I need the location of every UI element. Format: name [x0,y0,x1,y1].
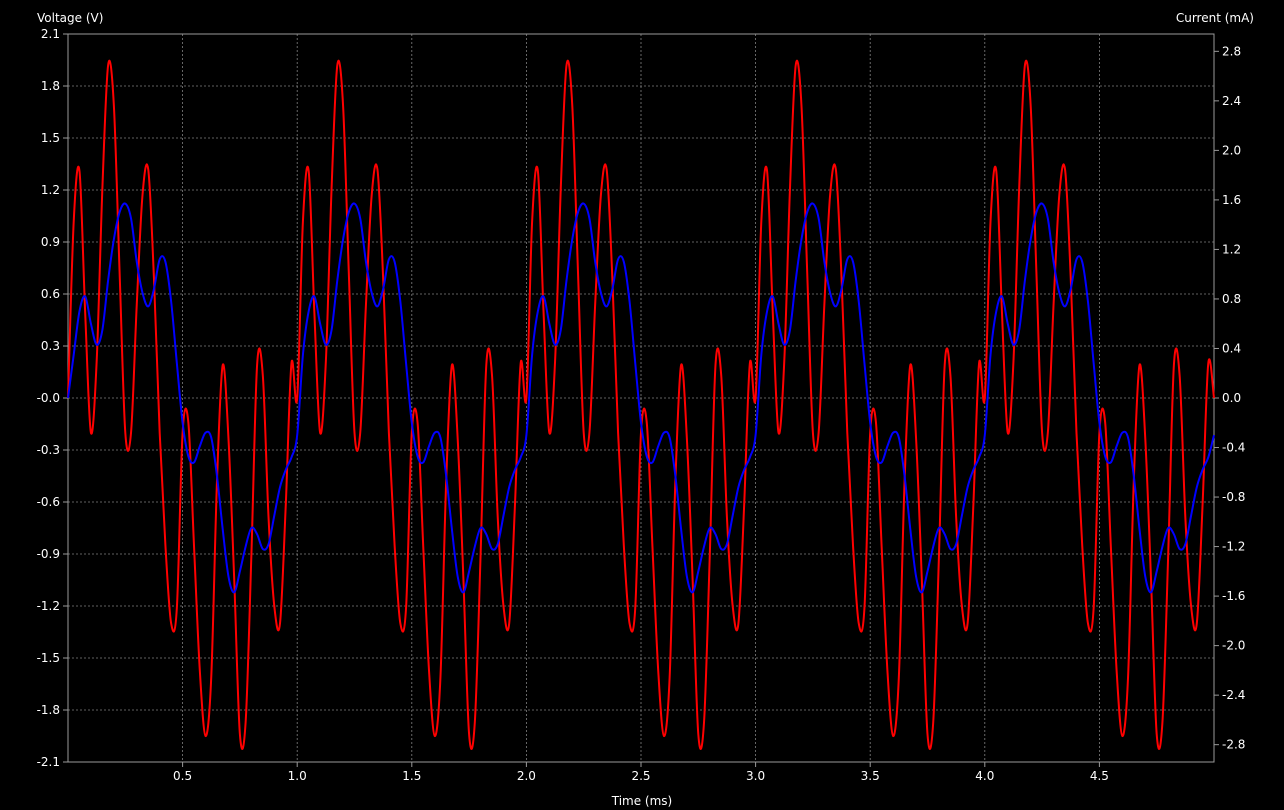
y-right-tick-label: -2.8 [1222,738,1245,752]
x-tick-label: 4.0 [975,769,994,783]
y-axis-right-title: Current (mA) [1176,11,1254,25]
x-tick-label: 4.5 [1090,769,1109,783]
y-right-tick-label: 0.4 [1222,341,1241,355]
y-left-tick-label: 0.6 [41,287,60,301]
y-right-tick-label: 1.2 [1222,242,1241,256]
y-right-tick-label: 2.8 [1222,44,1241,58]
y-left-tick-label: 0.9 [41,235,60,249]
y-right-tick-label: -2.4 [1222,688,1245,702]
trace-current-line [67,202,1215,594]
y-right-tick-label: -1.2 [1222,540,1245,554]
y-left-tick-label: 0.3 [41,339,60,353]
y-right-tick-label: -2.0 [1222,639,1245,653]
y-right-tick-label: -0.8 [1222,490,1245,504]
x-axis: 0.5 1.0 1.5 2.0 2.5 3.0 3.5 4.0 4.5 [173,762,1109,783]
trace-voltage-line [67,59,1215,750]
x-tick-label: 0.5 [173,769,192,783]
y-right-tick-label: -1.6 [1222,589,1245,603]
x-axis-title: Time (ms) [611,794,673,808]
y-left-tick-label: 1.5 [41,131,60,145]
y-left-tick-label: -1.8 [37,703,60,717]
y-left-tick-label: -1.5 [37,651,60,665]
y-axis-right: 2.8 2.4 2.0 1.6 1.2 0.8 0.4 0.0 -0.4 -0.8 -1.2 -1.6… [1214,44,1245,752]
y-left-tick-label: -2.1 [37,755,60,769]
x-tick-label: 2.5 [631,769,650,783]
y-right-tick-label: 2.4 [1222,94,1241,108]
traces [67,59,1215,750]
y-axis-left: 2.1 1.8 1.5 1.2 0.9 0.6 0.3 -0.0 -0.3 -0.6 -0.9 -1.… [37,27,68,769]
y-left-tick-label: -0.9 [37,547,60,561]
y-left-tick-label: 1.8 [41,79,60,93]
x-tick-label: 3.5 [861,769,880,783]
y-left-tick-label: 1.2 [41,183,60,197]
y-left-tick-label: -0.0 [37,391,60,405]
x-tick-label: 1.5 [402,769,421,783]
y-right-tick-label: 2.0 [1222,143,1241,157]
y-right-tick-label: 0.0 [1222,391,1241,405]
x-tick-label: 1.0 [288,769,307,783]
y-right-tick-label: -0.4 [1222,441,1245,455]
y-left-tick-label: -1.2 [37,599,60,613]
y-right-tick-label: 1.6 [1222,193,1241,207]
x-tick-label: 2.0 [517,769,536,783]
y-right-tick-label: 0.8 [1222,292,1241,306]
y-left-tick-label: 2.1 [41,27,60,41]
y-left-tick-label: -0.6 [37,495,60,509]
x-tick-label: 3.0 [746,769,765,783]
y-left-tick-label: -0.3 [37,443,60,457]
y-axis-left-title: Voltage (V) [37,11,103,25]
